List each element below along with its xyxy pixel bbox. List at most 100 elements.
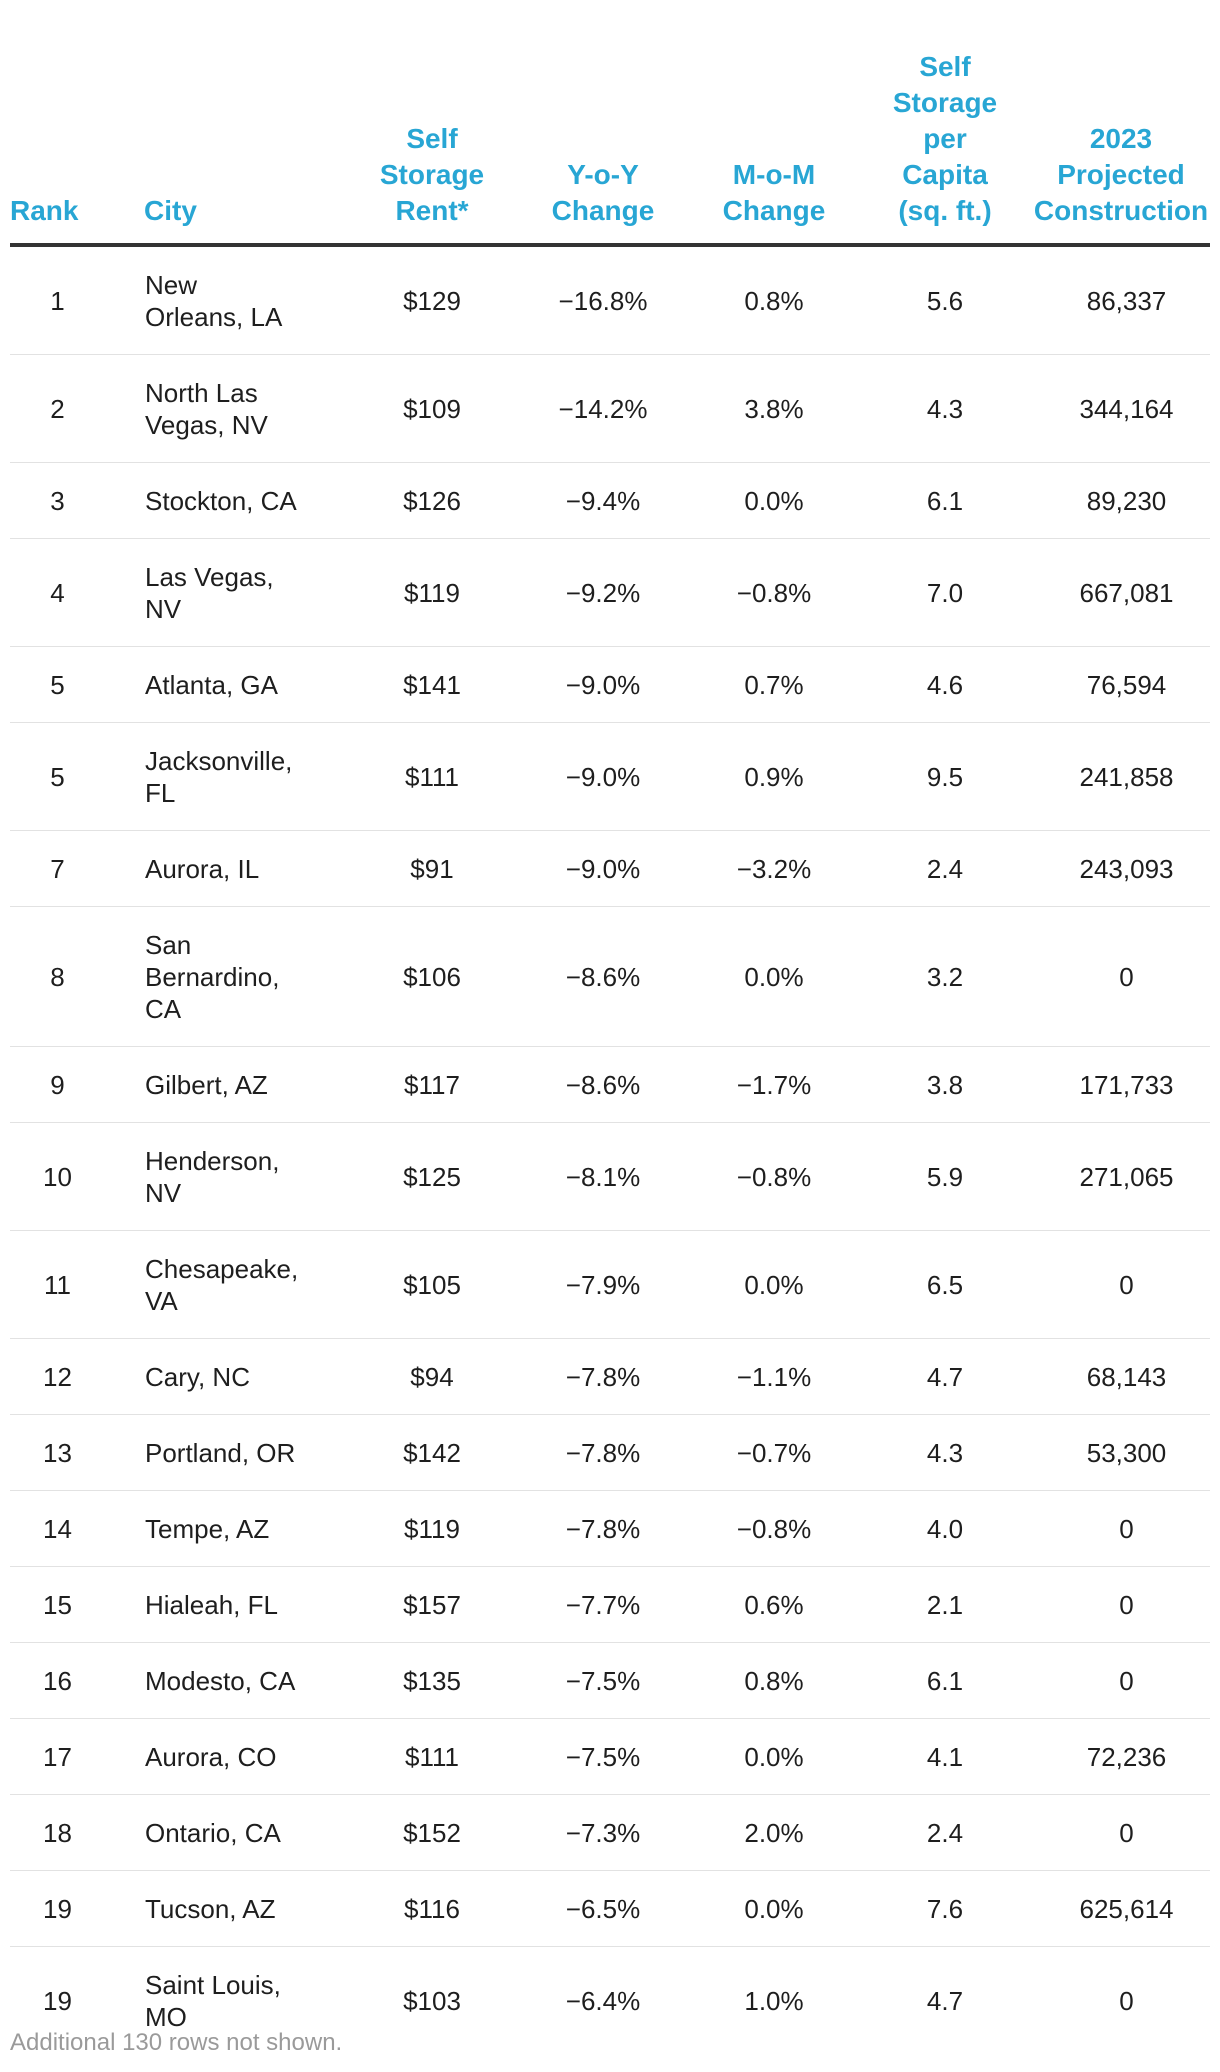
cell-projected-construction: 241,858 [1028, 722, 1210, 831]
cell-yoy-change: −9.0% [520, 646, 686, 723]
cell-yoy-change: −6.5% [520, 1870, 686, 1947]
cell-city: North Las Vegas, NV [144, 354, 344, 463]
cell-rank: 14 [10, 1490, 144, 1567]
cell-rent: $117 [344, 1046, 520, 1123]
header-projected-construction: 2023 Projected Construction [1028, 0, 1210, 247]
city-line: Gilbert, AZ [145, 1069, 268, 1100]
cell-yoy-change: −7.5% [520, 1642, 686, 1719]
cell-rent: $111 [344, 722, 520, 831]
cell-city: San Bernardino, CA [144, 906, 344, 1047]
cell-rank: 17 [10, 1718, 144, 1795]
cell-city: Gilbert, AZ [144, 1046, 344, 1123]
cell-rank: 19 [10, 1870, 144, 1947]
cell-projected-construction: 0 [1028, 1230, 1210, 1339]
city-line: Saint Louis, [145, 1969, 281, 2000]
cell-storage-per-capita: 3.2 [862, 906, 1028, 1047]
cell-rank: 5 [10, 722, 144, 831]
cell-city: Portland, OR [144, 1414, 344, 1491]
city-line: Aurora, CO [145, 1741, 277, 1772]
table-body: 1 New Orleans, LA $129 −16.8% 0.8% 5.6 86,337 2 N… [10, 245, 1210, 2054]
table-row: 13 Portland, OR $142 −7.8% −0.7% 4.3 53,300 [10, 1414, 1210, 1491]
storage-rent-table: Rank City Self Storage Rent* Y-o-Y Chang… [10, 0, 1210, 2054]
cell-projected-construction: 68,143 [1028, 1338, 1210, 1415]
city-line: Stockton, CA [145, 485, 297, 516]
city-line: North Las [145, 377, 258, 408]
cell-projected-construction: 667,081 [1028, 538, 1210, 647]
city-line: CA [145, 993, 182, 1024]
cell-rank: 1 [10, 245, 144, 355]
city-line: Tempe, AZ [145, 1513, 270, 1544]
table-row: 9 Gilbert, AZ $117 −8.6% −1.7% 3.8 171,733 [10, 1046, 1210, 1123]
cell-storage-per-capita: 4.6 [862, 646, 1028, 723]
city-line: Atlanta, GA [145, 669, 278, 700]
cell-projected-construction: 171,733 [1028, 1046, 1210, 1123]
city-line: Aurora, IL [145, 853, 260, 884]
cell-projected-construction: 53,300 [1028, 1414, 1210, 1491]
city-line: Las Vegas, [145, 561, 274, 592]
city-line: Chesapeake, [145, 1253, 299, 1284]
cell-city: Cary, NC [144, 1338, 344, 1415]
cell-mom-change: −0.7% [686, 1414, 862, 1491]
table-row: 15 Hialeah, FL $157 −7.7% 0.6% 2.1 0 [10, 1566, 1210, 1643]
header-storage-per-capita: Self Storage per Capita (sq. ft.) [862, 0, 1028, 247]
cell-mom-change: 0.8% [686, 1642, 862, 1719]
cell-yoy-change: −6.4% [565, 1985, 641, 2016]
cell-projected-construction: 0 [1028, 1566, 1210, 1643]
cell-city: Aurora, CO [144, 1718, 344, 1795]
table-row: 19 Saint Louis, MO $103 −6.4% 1.0% 4.7 0 [10, 1947, 1210, 2055]
cell-mom-change: 0.0% [686, 462, 862, 539]
table-row: 17 Aurora, CO $111 −7.5% 0.0% 4.1 72,236 [10, 1718, 1210, 1795]
city-line: Vegas, NV [145, 409, 268, 440]
cell-city: Atlanta, GA [144, 646, 344, 723]
cell-storage-per-capita: 4.3 [862, 354, 1028, 463]
cell-rent: $116 [344, 1870, 520, 1947]
cell-rent: $119 [344, 538, 520, 647]
cell-projected-construction: 76,594 [1028, 646, 1210, 723]
table-row: 1 New Orleans, LA $129 −16.8% 0.8% 5.6 86,337 [10, 245, 1210, 355]
table-row: 7 Aurora, IL $91 −9.0% −3.2% 2.4 243,093 [10, 830, 1210, 907]
cell-city: Saint Louis, MO [144, 1947, 344, 2055]
cell-mom-change: 0.6% [686, 1566, 862, 1643]
city-line: MO [145, 2001, 187, 2032]
cell-yoy-change: −14.2% [520, 354, 686, 463]
table-row: 19 Tucson, AZ $116 −6.5% 0.0% 7.6 625,614 [10, 1870, 1210, 1947]
cell-yoy-change: −9.0% [520, 722, 686, 831]
cell-rent: $91 [344, 830, 520, 907]
cell-rank: 5 [10, 646, 144, 723]
cell-storage-per-capita: 4.0 [862, 1490, 1028, 1567]
cell-city: Jacksonville, FL [144, 722, 344, 831]
cell-city: Hialeah, FL [144, 1566, 344, 1643]
cell-projected-construction: 0 [1028, 1794, 1210, 1871]
cell-projected-construction: 0 [1119, 1985, 1134, 2016]
city-line: Ontario, CA [145, 1817, 281, 1848]
cell-yoy-change: −7.8% [520, 1414, 686, 1491]
header-rent: Self Storage Rent* [344, 0, 520, 247]
cell-storage-per-capita: 2.4 [862, 830, 1028, 907]
city-line: NV [145, 593, 182, 624]
cell-mom-change: 0.0% [686, 906, 862, 1047]
cell-rank: 2 [10, 354, 144, 463]
cell-storage-per-capita: 6.1 [862, 462, 1028, 539]
header-city: City [144, 0, 344, 247]
cell-mom-change: 3.8% [686, 354, 862, 463]
cell-yoy-change: −9.2% [520, 538, 686, 647]
cell-mom-change: −0.8% [686, 1122, 862, 1231]
cell-mom-change: −1.7% [686, 1046, 862, 1123]
city-line: Bernardino, [145, 961, 280, 992]
cell-yoy-change: −7.7% [520, 1566, 686, 1643]
cell-mom-change: 1.0% [744, 1985, 804, 2016]
cell-yoy-change: −7.8% [520, 1490, 686, 1567]
cell-projected-construction: 243,093 [1028, 830, 1210, 907]
table-row: 5 Atlanta, GA $141 −9.0% 0.7% 4.6 76,594 [10, 646, 1210, 723]
cell-rent: $126 [344, 462, 520, 539]
cell-mom-change: 0.8% [686, 245, 862, 355]
city-line: VA [145, 1285, 178, 1316]
cell-yoy-change: −9.0% [520, 830, 686, 907]
cell-rent: $103 [403, 1985, 461, 2016]
cell-rank: 18 [10, 1794, 144, 1871]
city-line: FL [145, 777, 176, 808]
cell-yoy-change: −7.9% [520, 1230, 686, 1339]
city-line: Orleans, LA [145, 301, 283, 332]
cell-mom-change: 2.0% [686, 1794, 862, 1871]
cell-rank: 4 [10, 538, 144, 647]
